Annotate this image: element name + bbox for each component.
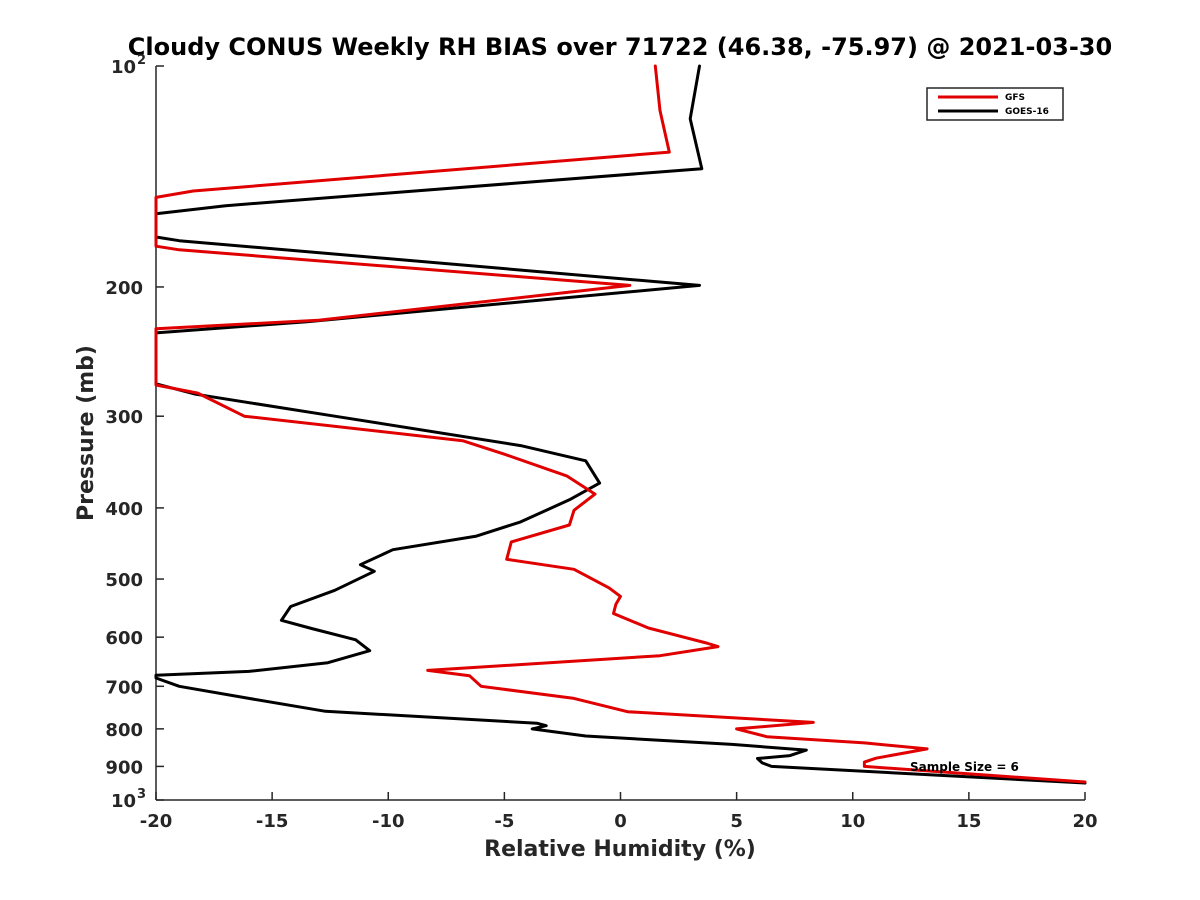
legend: GFS GOES-16	[926, 87, 1064, 121]
y-axis-label: Pressure (mb)	[74, 345, 99, 521]
x-tick-label: 20	[1072, 811, 1097, 832]
y-tick-exponent: 2	[137, 53, 146, 68]
x-axis-label: Relative Humidity (%)	[484, 837, 756, 862]
x-ticks: -20 -15 -10 -5 0 5 10 15 20	[140, 792, 1098, 832]
x-tick-label: -15	[256, 811, 289, 832]
x-tick-label: 5	[730, 811, 743, 832]
y-tick-label: 900	[105, 757, 143, 778]
y-tick-label: 400	[105, 499, 143, 520]
y-tick-label: 700	[105, 677, 143, 698]
series-gfs-line	[154, 64, 1087, 784]
x-tick-label: 15	[956, 811, 981, 832]
y-tick-label: 10	[111, 791, 136, 812]
x-tick-label: 0	[614, 811, 627, 832]
legend-goes16-label: GOES-16	[1005, 107, 1049, 117]
y-tick-label: 300	[105, 407, 143, 428]
y-tick-label: 200	[105, 278, 143, 299]
x-tick-label: -10	[372, 811, 405, 832]
legend-box	[926, 87, 1064, 121]
legend-gfs-label: GFS	[1005, 93, 1025, 103]
chart-title: Cloudy CONUS Weekly RH BIAS over 71722 (…	[128, 33, 1112, 61]
y-tick-label: 500	[105, 570, 143, 591]
x-tick-label: -20	[140, 811, 173, 832]
series-layer	[154, 64, 1087, 785]
sample-size-annotation: Sample Size = 6	[910, 760, 1019, 774]
x-tick-label: -5	[494, 811, 514, 832]
y-tick-label: 600	[105, 628, 143, 649]
y-tick-exponent: 3	[137, 787, 146, 802]
y-tick-label: 800	[105, 720, 143, 741]
x-tick-label: 10	[840, 811, 865, 832]
series-goes16-line	[154, 64, 1087, 785]
y-tick-label: 10	[111, 57, 136, 78]
